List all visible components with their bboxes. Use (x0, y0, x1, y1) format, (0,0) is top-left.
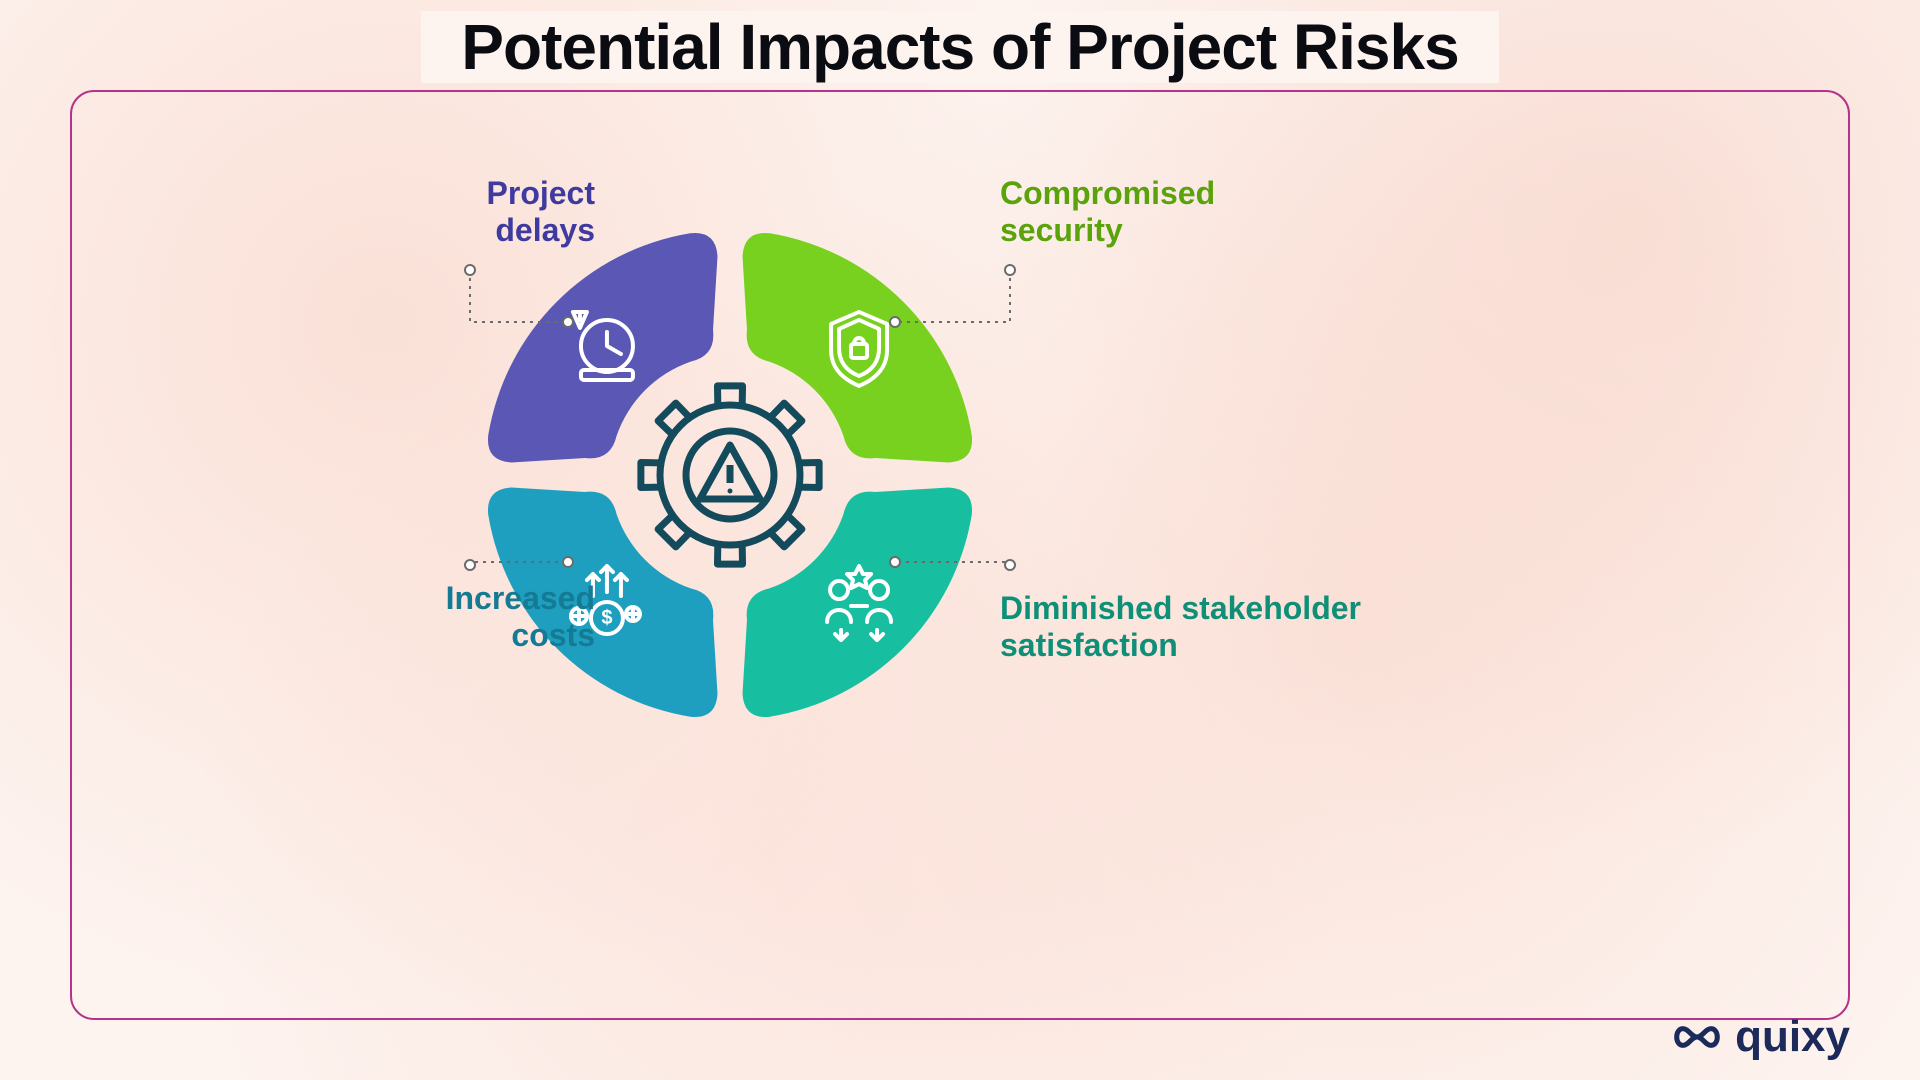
label-compromised-security: Compromised security (1000, 175, 1420, 249)
label-line: Increased (335, 580, 595, 617)
infinity-icon (1669, 1021, 1725, 1053)
label-line: security (1000, 212, 1420, 249)
svg-text:$: $ (601, 607, 612, 629)
label-line: Compromised (1000, 175, 1420, 212)
label-stakeholder-satisfaction: Diminished stakeholder satisfaction (1000, 590, 1520, 664)
diagram-stage: $ Project delays Compromised security In… (0, 0, 1920, 1080)
brand-logo: quixy (1669, 1012, 1850, 1062)
ring-sector-tr (743, 233, 973, 463)
ring-chart: $ (0, 0, 1920, 1080)
label-increased-costs: Increased costs (335, 580, 595, 654)
ring-sector-tl (488, 233, 718, 463)
label-line: Project (335, 175, 595, 212)
brand-name: quixy (1735, 1012, 1850, 1062)
ring-sector-br (743, 488, 973, 718)
label-line: delays (335, 212, 595, 249)
label-project-delays: Project delays (335, 175, 595, 249)
gear-warning-icon (641, 386, 819, 564)
label-line: satisfaction (1000, 627, 1520, 664)
label-line: costs (335, 617, 595, 654)
label-line: Diminished stakeholder (1000, 590, 1520, 627)
